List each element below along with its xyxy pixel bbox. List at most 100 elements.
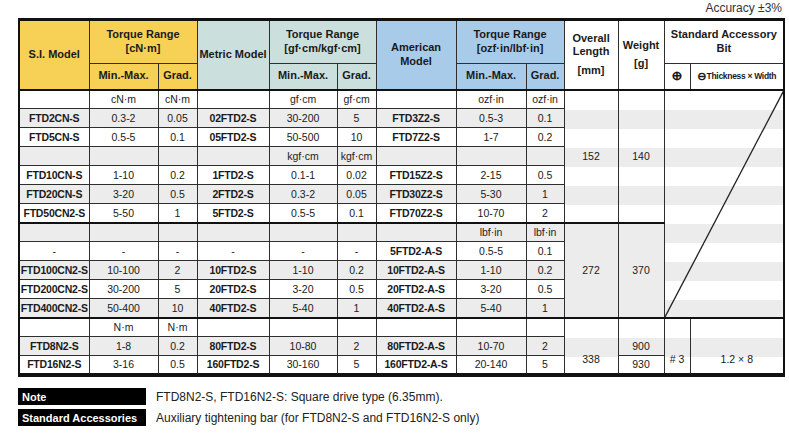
spec-table-header: S.I. Model Torque Range [cN·m] Metric Mo… [19,20,784,90]
model-cell: FTD70Z2-S [376,204,456,223]
weight-group1: 140 [618,90,664,223]
unit-cell [526,318,564,337]
col-header-metric-model: Metric Model [197,20,269,90]
value-cell: 30-200 [269,109,337,128]
value-cell: 0.05 [158,109,197,128]
note-row: Note FTD8N2-S, FTD16N2-S: Square drive t… [18,388,443,405]
value-cell: 0.3-2 [89,109,158,128]
value-cell: 0.5 [158,356,197,375]
weight-group2: 370 [618,223,664,318]
overall-length-title: Overall Length [565,32,618,60]
value-cell: 0.1 [526,109,564,128]
value-cell: 20-140 [456,356,526,375]
phillips-bit-icon: ⊕ [664,64,690,90]
slotted-bit-size: 1.2 × 8 [690,318,784,375]
model-cell: FTD16N2-S [19,356,89,375]
unit-cell: N·m [89,318,158,337]
col-header-torque-gf: Torque Range [gf·cm/kgf·cm] [269,20,376,64]
col-header-torque-ozf: Torque Range [ozf·in/lbf·in] [456,20,564,64]
value-cell: 5 [158,280,197,299]
value-cell: 2-15 [456,166,526,185]
value-cell: 0.5 [337,280,376,299]
unit-cell: ozf·in [526,90,564,109]
empty-model-cell [376,147,456,166]
value-cell: - [89,242,158,261]
value-cell: 0.5 [158,185,197,204]
note-text: FTD8N2-S, FTD16N2-S: Square drive type (… [156,390,443,404]
value-cell: 2 [526,204,564,223]
value-cell: 1-10 [269,261,337,280]
note-label: Note [18,388,146,405]
value-cell: 1 [526,185,564,204]
model-cell: FTD5CN-S [19,128,89,147]
weight-group3-top: 900 [618,318,664,356]
col-header-si-model: S.I. Model [19,20,89,90]
unit-cell: lbf·in [456,223,526,242]
subheader-cn-minmax: Min.-Max. [89,64,158,90]
unit-row: cN·mcN·mgf·cmgf·cmozf·inozf·in152140 [19,90,784,109]
value-cell: 2 [526,337,564,356]
torque-ozf-title: Torque Range [457,28,564,42]
value-cell: 0.1 [158,128,197,147]
subheader-cn-grad: Grad. [158,64,197,90]
col-header-weight: Weight [g] [618,20,664,90]
model-cell: 10FTD2-A-S [376,261,456,280]
subheader-ozf-minmax: Min.-Max. [456,64,526,90]
subheader-ozf-grad: Grad. [526,64,564,90]
value-cell: 0.5-5 [456,242,526,261]
unit-cell: kgf·cm [337,147,376,166]
model-cell: FTD15Z2-S [376,166,456,185]
value-cell: 50-500 [269,128,337,147]
empty-model-cell [376,90,456,109]
value-cell: 10-70 [456,337,526,356]
value-cell: 10 [158,299,197,318]
standard-accessories-text: Auxiliary tightening bar (for FTD8N2-S a… [156,411,479,425]
value-cell: 5 [337,356,376,375]
unit-cell [456,147,526,166]
value-cell: - [158,242,197,261]
value-cell: 1 [337,299,376,318]
value-cell: 2 [158,261,197,280]
empty-model-cell [376,223,456,242]
unit-cell [158,223,197,242]
empty-model-cell [19,318,89,337]
unit-cell [337,223,376,242]
model-cell: 160FTD2-A-S [376,356,456,375]
unit-cell: cN·m [89,90,158,109]
value-cell: 0.5 [526,280,564,299]
model-cell: FTD3Z2-S [376,109,456,128]
model-cell: FTD50CN2-S [19,204,89,223]
slotted-bit-icon: ⊖ [697,70,706,82]
unit-cell [158,147,197,166]
torque-driver-spec-table: S.I. Model Torque Range [cN·m] Metric Mo… [18,18,785,377]
overall-length-unit: [mm] [565,64,618,78]
weight-title: Weight [619,39,664,53]
unit-cell [89,223,158,242]
model-cell: FTD400CN2-S [19,299,89,318]
unit-cell: gf·cm [337,90,376,109]
empty-model-cell [197,223,269,242]
unit-row: N·mN·m338900# 31.2 × 8 [19,318,784,337]
unit-cell: gf·cm [269,90,337,109]
empty-model-cell: - [197,242,269,261]
value-cell: 3-20 [89,185,158,204]
model-cell: 20FTD2-S [197,280,269,299]
model-cell: FTD7Z2-S [376,128,456,147]
unit-cell [526,147,564,166]
col-header-torque-cn: Torque Range [cN·m] [89,20,197,64]
col-header-accessory-bit: Standard Accessory Bit [664,20,784,64]
col-header-overall-length: Overall Length [mm] [564,20,618,90]
unit-cell: lbf·in [526,223,564,242]
weight-group3-bottom: 930 [618,356,664,375]
value-cell: 10-70 [456,204,526,223]
model-cell: 40FTD2-A-S [376,299,456,318]
value-cell: 5-30 [456,185,526,204]
value-cell: 1 [526,299,564,318]
value-cell: 0.2 [526,128,564,147]
model-cell: 80FTD2-S [197,337,269,356]
value-cell: 0.1 [526,242,564,261]
accessory-na-cell [664,90,784,318]
spec-table-body: cN·mcN·mgf·cmgf·cmozf·inozf·in152140FTD2… [19,90,784,375]
value-cell: 3-20 [269,280,337,299]
value-cell: 0.5 [526,166,564,185]
